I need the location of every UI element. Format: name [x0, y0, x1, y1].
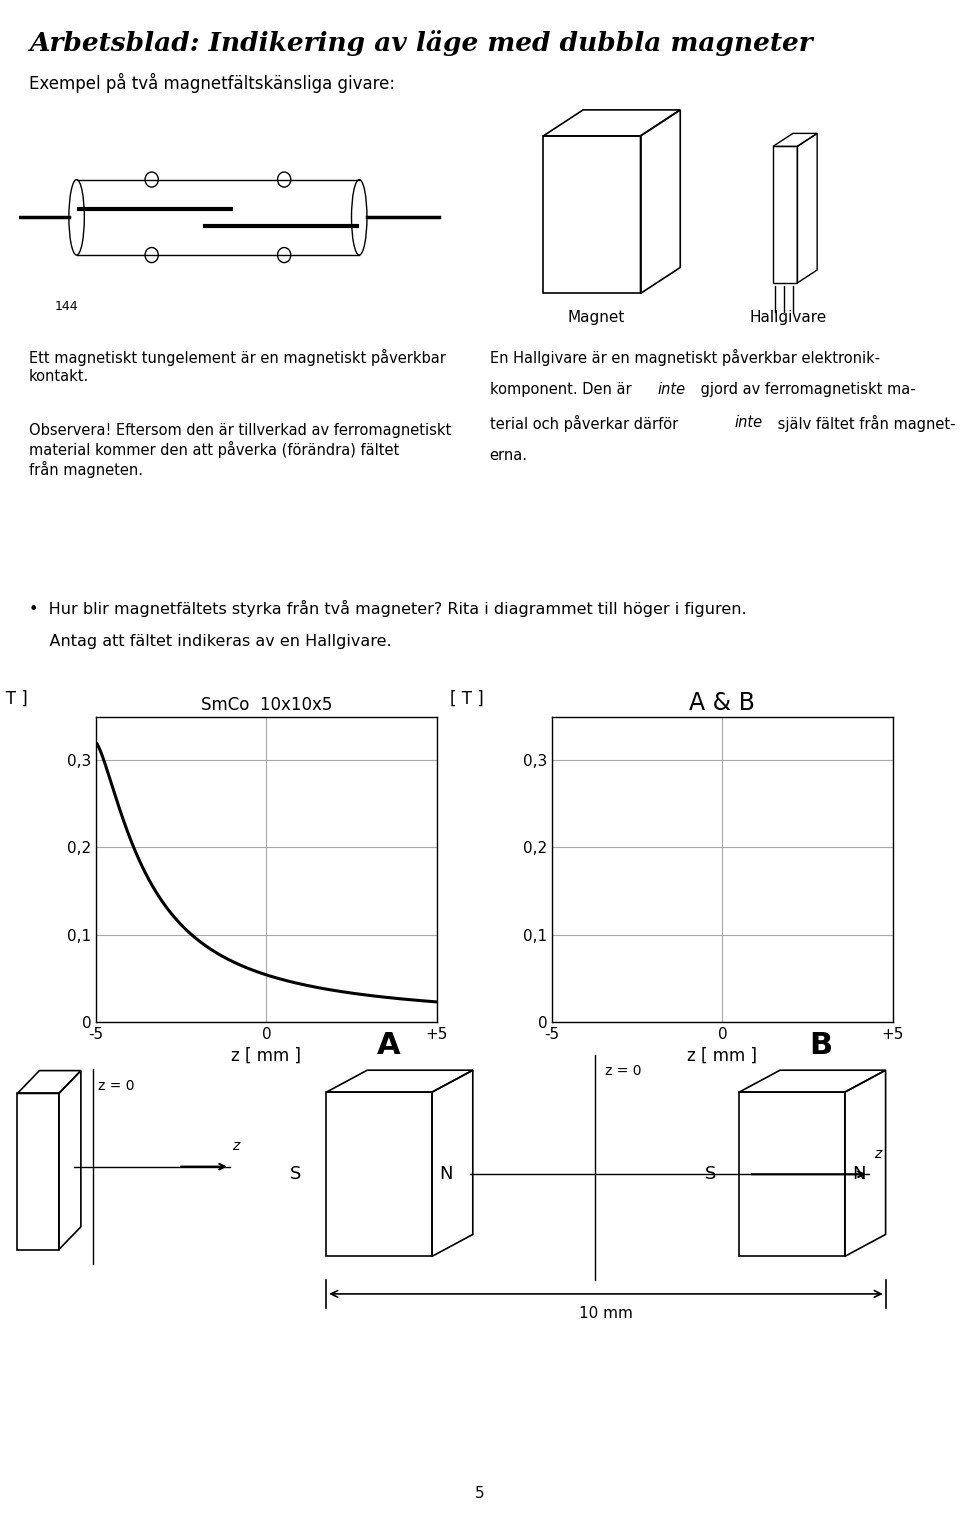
Text: [ T ]: [ T ]	[0, 689, 28, 708]
Text: Magnet: Magnet	[567, 310, 625, 325]
Title: A & B: A & B	[689, 691, 756, 715]
Text: Ett magnetiskt tungelement är en magnetiskt påverkbar
kontakt.: Ett magnetiskt tungelement är en magneti…	[29, 349, 445, 384]
Text: inte: inte	[658, 383, 685, 396]
Text: z: z	[874, 1147, 881, 1161]
Text: z = 0: z = 0	[98, 1078, 134, 1093]
Text: z: z	[232, 1139, 240, 1153]
Text: Observera! Eftersom den är tillverkad av ferromagnetiskt
material kommer den att: Observera! Eftersom den är tillverkad av…	[29, 424, 451, 477]
Text: erna.: erna.	[490, 448, 528, 464]
Text: gjord av ferromagnetiskt ma-: gjord av ferromagnetiskt ma-	[696, 383, 916, 396]
Text: 5: 5	[475, 1485, 485, 1501]
Text: S: S	[290, 1165, 300, 1183]
Text: •  Hur blir magnetfältets styrka från två magneter? Rita i diagrammet till höger: • Hur blir magnetfältets styrka från två…	[29, 599, 747, 616]
Title: SmCo  10x10x5: SmCo 10x10x5	[201, 695, 332, 714]
Text: 10 mm: 10 mm	[579, 1305, 633, 1321]
Text: terial och påverkar därför: terial och påverkar därför	[490, 415, 683, 432]
Text: själv fältet från magnet-: själv fältet från magnet-	[773, 415, 955, 432]
Text: N: N	[440, 1165, 453, 1183]
Text: A: A	[377, 1031, 400, 1060]
Text: [ T ]: [ T ]	[449, 689, 484, 708]
Text: Hallgivare: Hallgivare	[750, 310, 828, 325]
Text: B: B	[809, 1031, 832, 1060]
Text: Antag att fältet indikeras av en Hallgivare.: Antag att fältet indikeras av en Hallgiv…	[29, 634, 392, 650]
Text: Arbetsblad: Indikering av läge med dubbla magneter: Arbetsblad: Indikering av läge med dubbl…	[29, 30, 812, 56]
Text: En Hallgivare är en magnetiskt påverkbar elektronik-: En Hallgivare är en magnetiskt påverkbar…	[490, 349, 879, 366]
Text: z = 0: z = 0	[605, 1064, 641, 1078]
Text: Exempel på två magnetfältskänsliga givare:: Exempel på två magnetfältskänsliga givar…	[29, 73, 395, 93]
Text: 144: 144	[55, 300, 78, 314]
Text: komponent. Den är: komponent. Den är	[490, 383, 636, 396]
Text: N: N	[852, 1165, 866, 1183]
Text: S: S	[705, 1165, 716, 1183]
Text: inte: inte	[734, 415, 762, 430]
X-axis label: z [ mm ]: z [ mm ]	[687, 1048, 757, 1064]
X-axis label: z [ mm ]: z [ mm ]	[231, 1048, 301, 1064]
